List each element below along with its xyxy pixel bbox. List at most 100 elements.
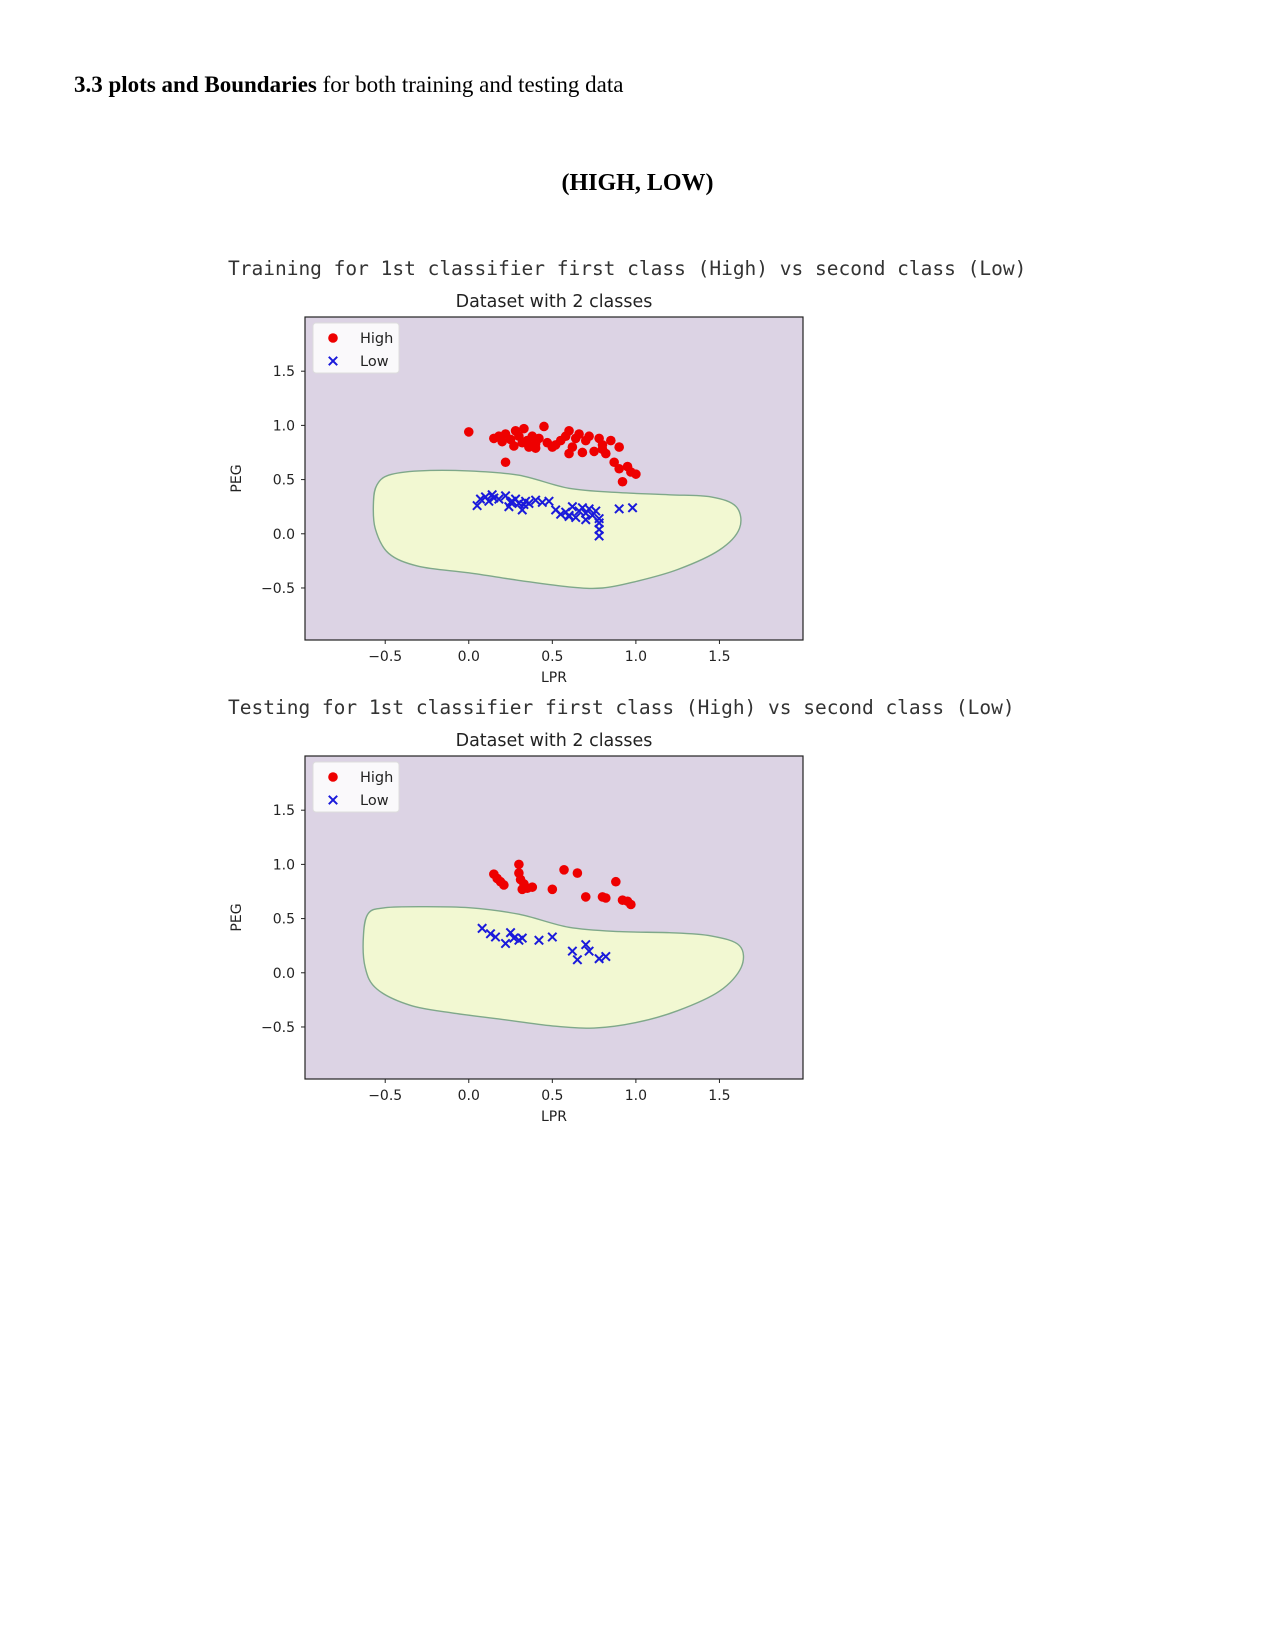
low-point-stroke-b	[544, 496, 554, 507]
low-point-stroke-b	[485, 928, 496, 939]
high-point	[517, 884, 528, 895]
low-point	[555, 509, 566, 520]
y-tick-label: 1.0	[273, 418, 295, 434]
low-point	[544, 496, 554, 507]
legend-low-marker	[328, 795, 338, 805]
x-tick-label: 0.5	[541, 1088, 563, 1104]
low-point	[572, 954, 583, 965]
testing-chart: Dataset with 2 classes −0.5 0.0 0.5 1.0 1.5 1.…	[229, 731, 804, 1125]
low-point	[594, 953, 605, 964]
low-point-stroke-b	[505, 497, 516, 508]
high-point	[614, 442, 624, 452]
testing-caption: Testing for 1st classifier first class (…	[228, 696, 1015, 719]
low-point-stroke-b	[488, 493, 499, 503]
low-point-stroke-b	[594, 513, 605, 524]
x-tick-label: −0.5	[368, 1088, 402, 1104]
section-heading: 3.3 plots and Boundaries for both traini…	[74, 72, 623, 98]
high-point	[589, 446, 599, 457]
low-point-stroke-b	[493, 494, 504, 505]
low-point-stroke-b	[487, 489, 498, 500]
x-tick-label: 1.0	[625, 1088, 647, 1104]
low-point	[584, 503, 595, 514]
y-tick-label: 0.0	[273, 966, 295, 982]
low-point	[517, 933, 528, 944]
legend-label: High	[360, 331, 393, 347]
low-point-stroke-b	[500, 938, 511, 949]
plot-frame	[304, 755, 804, 1080]
legend-low-marker-stroke-b	[328, 795, 338, 805]
low-point	[508, 933, 519, 944]
low-point-stroke-b	[590, 506, 601, 516]
low-point-stroke-b	[513, 498, 524, 509]
low-point	[530, 495, 541, 506]
high-point	[614, 463, 624, 474]
high-point	[626, 899, 636, 910]
legend-label: High	[360, 770, 393, 786]
low-point-stroke-b	[490, 932, 501, 942]
legend-high-marker	[328, 772, 338, 782]
high-point	[564, 426, 574, 436]
low-point-stroke-b	[567, 501, 578, 512]
x-tick-label: 1.5	[708, 1088, 730, 1104]
low-point	[594, 531, 605, 541]
high-point	[584, 431, 594, 442]
low-point	[567, 501, 578, 512]
legend-low-marker	[328, 356, 338, 366]
decision-region	[372, 469, 742, 590]
low-point	[584, 946, 595, 957]
x-tick-label: 1.0	[625, 649, 647, 665]
y-tick-label: 1.5	[273, 803, 295, 819]
low-point-stroke-b	[483, 496, 494, 507]
low-point	[547, 932, 558, 942]
high-point	[463, 427, 474, 437]
low-point	[472, 500, 483, 511]
high-point	[547, 884, 558, 895]
low-point-stroke-b	[517, 933, 528, 944]
high-point	[609, 457, 619, 468]
legend: High Low	[312, 322, 400, 374]
low-point-stroke-b	[594, 953, 605, 964]
low-point	[493, 494, 504, 505]
low-point-stroke-b	[580, 514, 591, 525]
low-point-stroke-b	[567, 946, 578, 957]
low-point	[600, 951, 611, 962]
legend: High Low	[312, 761, 400, 813]
x-axis-label: LPR	[541, 670, 567, 686]
x-tick-label: 0.5	[541, 649, 563, 665]
high-point	[597, 444, 608, 455]
low-point-stroke-b	[572, 954, 583, 965]
high-point	[606, 435, 616, 446]
low-point-stroke-b	[614, 503, 625, 514]
y-axis-label: PEG	[229, 903, 245, 931]
section-heading-bold: 3.3 plots and Boundaries	[74, 72, 317, 97]
low-point-stroke-b	[537, 497, 548, 508]
high-point	[559, 865, 569, 875]
low-point-stroke-b	[505, 927, 516, 938]
low-point	[594, 513, 605, 524]
y-tick-label: −0.5	[261, 581, 295, 597]
low-point-stroke-b	[477, 923, 488, 934]
low-point-stroke-b	[627, 502, 638, 513]
high-point	[617, 476, 628, 487]
training-chart: Dataset with 2 classes −0.5 0.0 0.5 1.0 1.5 1.…	[229, 292, 804, 686]
low-point	[485, 928, 496, 939]
low-point	[614, 503, 625, 514]
decision-region	[362, 905, 745, 1029]
low-point	[490, 932, 501, 942]
low-point-stroke-b	[550, 505, 561, 515]
y-tick-label: −0.5	[261, 1020, 295, 1036]
low-point	[567, 946, 578, 957]
high-point	[631, 469, 641, 479]
plot-frame	[304, 316, 804, 641]
low-point-stroke-b	[534, 935, 544, 946]
low-point	[580, 939, 591, 950]
low-point	[505, 927, 516, 938]
low-point	[505, 497, 516, 508]
legend-low-marker-stroke-b	[328, 356, 338, 366]
legend-high-marker	[328, 333, 338, 343]
high-point	[580, 892, 591, 902]
legend-label: Low	[360, 793, 389, 809]
high-point	[574, 429, 584, 439]
y-axis-label: PEG	[229, 464, 245, 492]
y-tick-label: 0.0	[273, 527, 295, 543]
